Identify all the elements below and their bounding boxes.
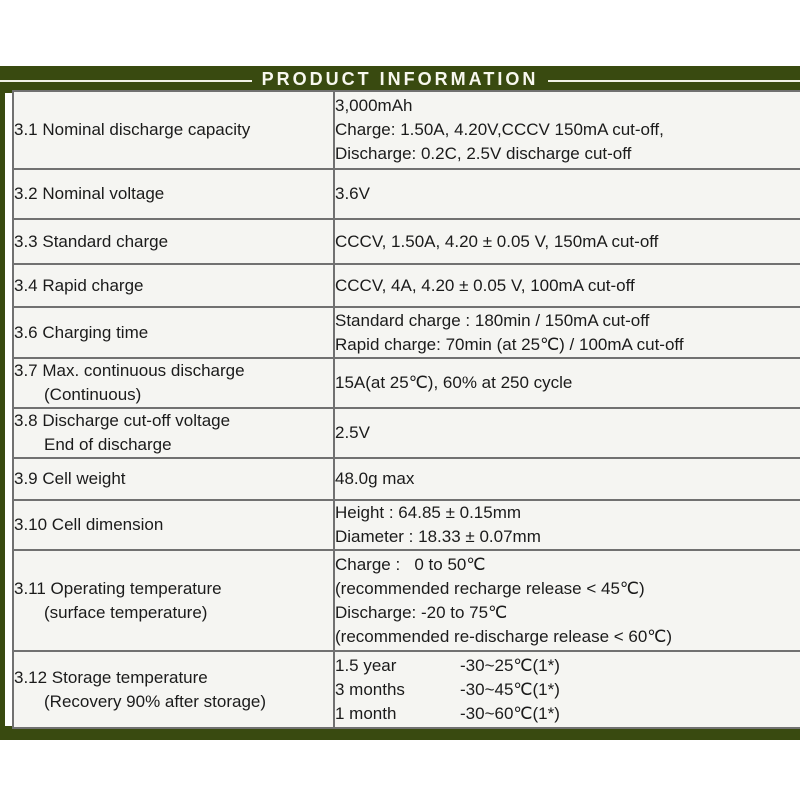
spec-label-line: (Recovery 90% after storage) <box>44 691 267 711</box>
spec-value-line: Height : 64.85 ± 0.15mm <box>335 503 522 522</box>
storage-temp-range: -30~60℃(1*) <box>460 703 560 723</box>
spec-value-line: 1 month -30~60℃(1*) <box>335 702 800 726</box>
spec-value-cell: CCCV, 1.50A, 4.20 ± 0.05 V, 150mA cut-of… <box>333 218 800 265</box>
spec-label-line: 3.6 Charging time <box>14 322 149 342</box>
storage-temp-range: -30~45℃(1*) <box>460 679 560 699</box>
header-rule-right <box>548 80 800 82</box>
header-rule-left <box>0 80 252 82</box>
spec-value-line: CCCV, 1.50A, 4.20 ± 0.05 V, 150mA cut-of… <box>335 231 659 251</box>
spec-label-line: 3.3 Standard charge <box>14 231 169 251</box>
spec-value-cell: 3,000mAh Charge: 1.50A, 4.20V,CCCV 150mA … <box>333 90 800 170</box>
spec-value-line: 1.5 year -30~25℃(1*) <box>335 654 800 678</box>
spec-label-line: (surface temperature) <box>44 602 208 622</box>
spec-value-line: 3,000mAh <box>335 96 413 115</box>
table-row: 3.2 Nominal voltage 3.6V <box>12 168 800 220</box>
spec-label-line: 3.8 Discharge cut-off voltage <box>14 411 231 430</box>
table-row: 3.6 Charging time Standard charge : 180mi… <box>12 306 800 359</box>
table-row: 3.12 Storage temperature (Recovery 90% af… <box>12 650 800 729</box>
spec-label-line: End of discharge <box>44 435 172 454</box>
spec-value-cell: 48.0g max <box>333 457 800 501</box>
spec-label-cell: 3.2 Nominal voltage <box>12 168 335 220</box>
spec-label-cell: 3.11 Operating temperature (surface tempe… <box>12 549 335 652</box>
page-title: PRODUCT INFORMATION <box>261 69 539 89</box>
table-row: 3.1 Nominal discharge capacity 3,000mAh Ch… <box>12 90 800 170</box>
spec-value-cell: 2.5V <box>333 407 800 459</box>
spec-value-line: Discharge: 0.2C, 2.5V discharge cut-off <box>335 144 632 163</box>
table-row: 3.4 Rapid charge CCCV, 4A, 4.20 ± 0.05 V,… <box>12 263 800 308</box>
spec-label-line: 3.2 Nominal voltage <box>14 184 165 203</box>
spec-label-cell: 3.12 Storage temperature (Recovery 90% af… <box>12 650 335 729</box>
spec-label-line: (Continuous) <box>44 385 142 404</box>
header-bar: PRODUCT INFORMATION <box>0 66 800 93</box>
frame-left-strip <box>0 93 5 740</box>
spec-value-cell: Standard charge : 180min / 150mA cut-off… <box>333 306 800 359</box>
frame-bottom-bar <box>0 726 800 740</box>
spec-value-line: Charge : 0 to 50℃ <box>335 554 486 574</box>
spec-label-line: 3.4 Rapid charge <box>14 275 144 295</box>
spec-value-cell: 1.5 year -30~25℃(1*) 3 months -30~45℃(1*) 1 … <box>333 650 800 729</box>
spec-label-cell: 3.6 Charging time <box>12 306 335 359</box>
spec-value-line: Diameter : 18.33 ± 0.07mm <box>335 527 541 546</box>
spec-value-cell: Height : 64.85 ± 0.15mm Diameter : 18.33 … <box>333 499 800 551</box>
table-row: 3.7 Max. continuous discharge (Continuous… <box>12 357 800 409</box>
table-row: 3.8 Discharge cut-off voltage End of disc… <box>12 407 800 459</box>
table-row: 3.3 Standard charge CCCV, 1.50A, 4.20 ± 0… <box>12 218 800 265</box>
spec-label-line: 3.1 Nominal discharge capacity <box>14 120 251 139</box>
spec-value-cell: Charge : 0 to 50℃ (recommended recharge r… <box>333 549 800 652</box>
spec-value-line: (recommended recharge release < 45℃) <box>335 578 645 598</box>
spec-value-cell: 3.6V <box>333 168 800 220</box>
spec-value-line: Discharge: -20 to 75℃ <box>335 602 508 622</box>
spec-label-cell: 3.7 Max. continuous discharge (Continuous… <box>12 357 335 409</box>
spec-value-line: 48.0g max <box>335 469 415 488</box>
spec-value-line: Charge: 1.50A, 4.20V,CCCV 150mA cut-off, <box>335 120 664 139</box>
spec-label-line: 3.12 Storage temperature <box>14 667 208 687</box>
spec-label-cell: 3.10 Cell dimension <box>12 499 335 551</box>
spec-value-line: Standard charge : 180min / 150mA cut-off <box>335 310 650 330</box>
spec-label-line: 3.11 Operating temperature <box>14 578 222 598</box>
spec-value-line: 15A(at 25℃), 60% at 250 cycle <box>335 373 573 392</box>
spec-value-line: 3 months -30~45℃(1*) <box>335 678 800 702</box>
spec-label-cell: 3.8 Discharge cut-off voltage End of disc… <box>12 407 335 459</box>
spec-value-line: (recommended re-discharge release < 60℃) <box>335 626 673 646</box>
spec-label-line: 3.10 Cell dimension <box>14 515 164 534</box>
storage-duration: 1 month <box>335 703 397 723</box>
spec-value-line: 2.5V <box>335 423 370 442</box>
spec-label-line: 3.7 Max. continuous discharge <box>14 361 245 380</box>
spec-label-cell: 3.1 Nominal discharge capacity <box>12 90 335 170</box>
spec-label-cell: 3.9 Cell weight <box>12 457 335 501</box>
spec-label-cell: 3.4 Rapid charge <box>12 263 335 308</box>
spec-table: 3.1 Nominal discharge capacity 3,000mAh Ch… <box>12 90 800 729</box>
spec-value-line: CCCV, 4A, 4.20 ± 0.05 V, 100mA cut-off <box>335 275 635 295</box>
storage-duration: 3 months <box>335 679 405 699</box>
spec-value-cell: CCCV, 4A, 4.20 ± 0.05 V, 100mA cut-off <box>333 263 800 308</box>
table-row: 3.11 Operating temperature (surface tempe… <box>12 549 800 652</box>
spec-label-line: 3.9 Cell weight <box>14 469 126 488</box>
storage-temp-range: -30~25℃(1*) <box>460 655 560 675</box>
spec-label-cell: 3.3 Standard charge <box>12 218 335 265</box>
table-row: 3.10 Cell dimension Height : 64.85 ± 0.15… <box>12 499 800 551</box>
spec-value-line: Rapid charge: 70min (at 25℃) / 100mA cut… <box>335 334 684 354</box>
spec-value-line: 3.6V <box>335 184 370 203</box>
spec-value-cell: 15A(at 25℃), 60% at 250 cycle <box>333 357 800 409</box>
storage-duration: 1.5 year <box>335 655 397 675</box>
table-row: 3.9 Cell weight 48.0g max <box>12 457 800 501</box>
